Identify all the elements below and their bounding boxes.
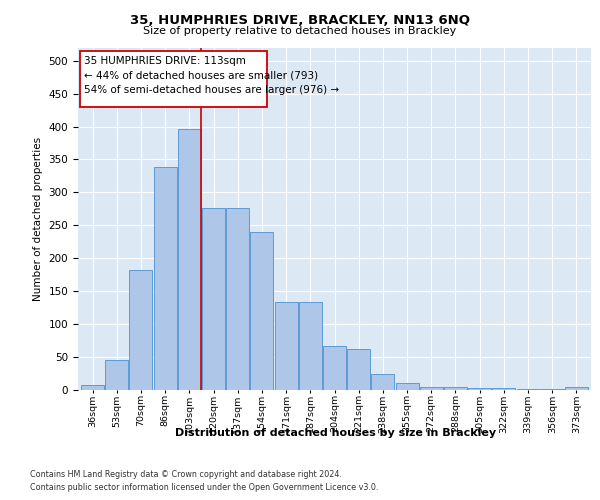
Y-axis label: Number of detached properties: Number of detached properties bbox=[33, 136, 43, 301]
Bar bbox=[154, 168, 176, 390]
Text: ← 44% of detached houses are smaller (793): ← 44% of detached houses are smaller (79… bbox=[84, 70, 318, 81]
Bar bbox=[105, 360, 128, 390]
Bar bbox=[178, 128, 201, 390]
Bar bbox=[420, 386, 443, 390]
Bar bbox=[275, 302, 298, 390]
Text: 35 HUMPHRIES DRIVE: 113sqm: 35 HUMPHRIES DRIVE: 113sqm bbox=[84, 56, 246, 66]
Bar bbox=[347, 349, 370, 390]
Bar bbox=[444, 386, 467, 390]
Bar bbox=[226, 208, 249, 390]
Bar bbox=[371, 374, 394, 390]
Bar bbox=[250, 232, 274, 390]
Bar bbox=[323, 346, 346, 390]
Bar bbox=[395, 383, 419, 390]
Bar bbox=[299, 302, 322, 390]
Bar bbox=[493, 388, 515, 390]
Bar bbox=[565, 388, 588, 390]
Bar bbox=[517, 388, 539, 390]
Text: 35, HUMPHRIES DRIVE, BRACKLEY, NN13 6NQ: 35, HUMPHRIES DRIVE, BRACKLEY, NN13 6NQ bbox=[130, 14, 470, 27]
Bar bbox=[130, 270, 152, 390]
Text: Contains public sector information licensed under the Open Government Licence v3: Contains public sector information licen… bbox=[30, 482, 379, 492]
Text: 54% of semi-detached houses are larger (976) →: 54% of semi-detached houses are larger (… bbox=[84, 85, 339, 95]
Bar bbox=[541, 388, 564, 390]
Bar bbox=[468, 388, 491, 390]
Text: Contains HM Land Registry data © Crown copyright and database right 2024.: Contains HM Land Registry data © Crown c… bbox=[30, 470, 342, 479]
Text: Distribution of detached houses by size in Brackley: Distribution of detached houses by size … bbox=[175, 428, 497, 438]
Bar bbox=[81, 384, 104, 390]
Bar bbox=[80, 51, 267, 107]
Text: Size of property relative to detached houses in Brackley: Size of property relative to detached ho… bbox=[143, 26, 457, 36]
Bar bbox=[202, 208, 225, 390]
